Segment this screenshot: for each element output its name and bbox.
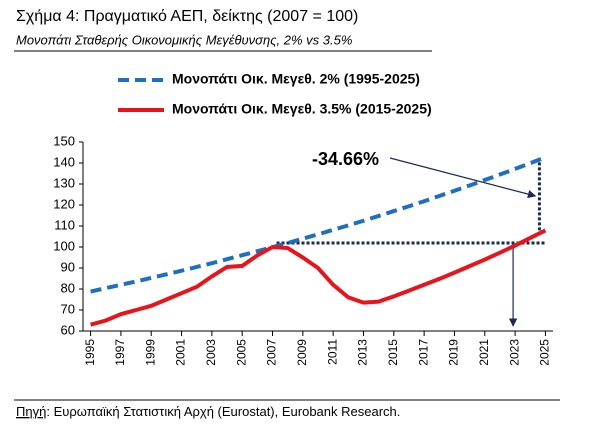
y-tick-label: 100 — [53, 238, 75, 253]
y-tick-label: 70 — [61, 301, 75, 316]
x-tick-label: 1997 — [113, 339, 127, 366]
y-tick-label: 80 — [61, 280, 75, 295]
legend-label: Μονοπάτι Οικ. Μεγεθ. 2% (1995-2025) — [172, 71, 420, 87]
series-line — [90, 155, 547, 294]
y-tick-label: 130 — [53, 175, 75, 190]
x-tick-label: 2001 — [174, 339, 188, 366]
x-tick-label: 2007 — [265, 339, 279, 366]
x-tick-label: 2011 — [325, 339, 339, 365]
series-line — [90, 228, 547, 327]
x-tick-label: 2013 — [356, 339, 370, 366]
y-tick-label: 150 — [53, 133, 75, 148]
y-tick-label: 90 — [61, 259, 75, 274]
x-tick-label: 2021 — [477, 339, 491, 366]
x-tick-label: 1999 — [143, 339, 157, 366]
y-tick-label: 140 — [53, 154, 75, 169]
arrow-diag — [389, 157, 537, 199]
x-tick-label: 2003 — [204, 339, 218, 366]
legend-label: Μονοπάτι Οικ. Μεγεθ. 3.5% (2015-2025) — [172, 101, 432, 117]
source-label: Πηγή — [16, 404, 46, 419]
x-tick-label: 1995 — [83, 339, 97, 366]
x-tick-label: 2017 — [416, 339, 430, 366]
x-tick-label: 2023 — [507, 339, 521, 366]
x-tick-label: 2005 — [234, 339, 248, 366]
source: Πηγή: Ευρωπαϊκή Στατιστική Αρχή (Eurosta… — [16, 404, 400, 419]
annotation: -34.66% — [312, 149, 379, 169]
chart-subtitle: Μονοπάτι Σταθερής Οικονομικής Μεγέθυνσης… — [16, 32, 352, 47]
y-tick-label: 120 — [53, 196, 75, 211]
chart-title: Σχήμα 4: Πραγματικό ΑΕΠ, δείκτης (2007 =… — [16, 8, 358, 25]
source-text: : Ευρωπαϊκή Στατιστική Αρχή (Eurostat), … — [46, 404, 400, 419]
y-tick-label: 110 — [54, 217, 75, 232]
y-tick-label: 60 — [61, 322, 75, 337]
x-tick-label: 2025 — [538, 339, 552, 366]
x-tick-label: 2009 — [295, 339, 309, 366]
x-tick-label: 2015 — [386, 339, 400, 366]
x-tick-label: 2019 — [447, 339, 461, 366]
